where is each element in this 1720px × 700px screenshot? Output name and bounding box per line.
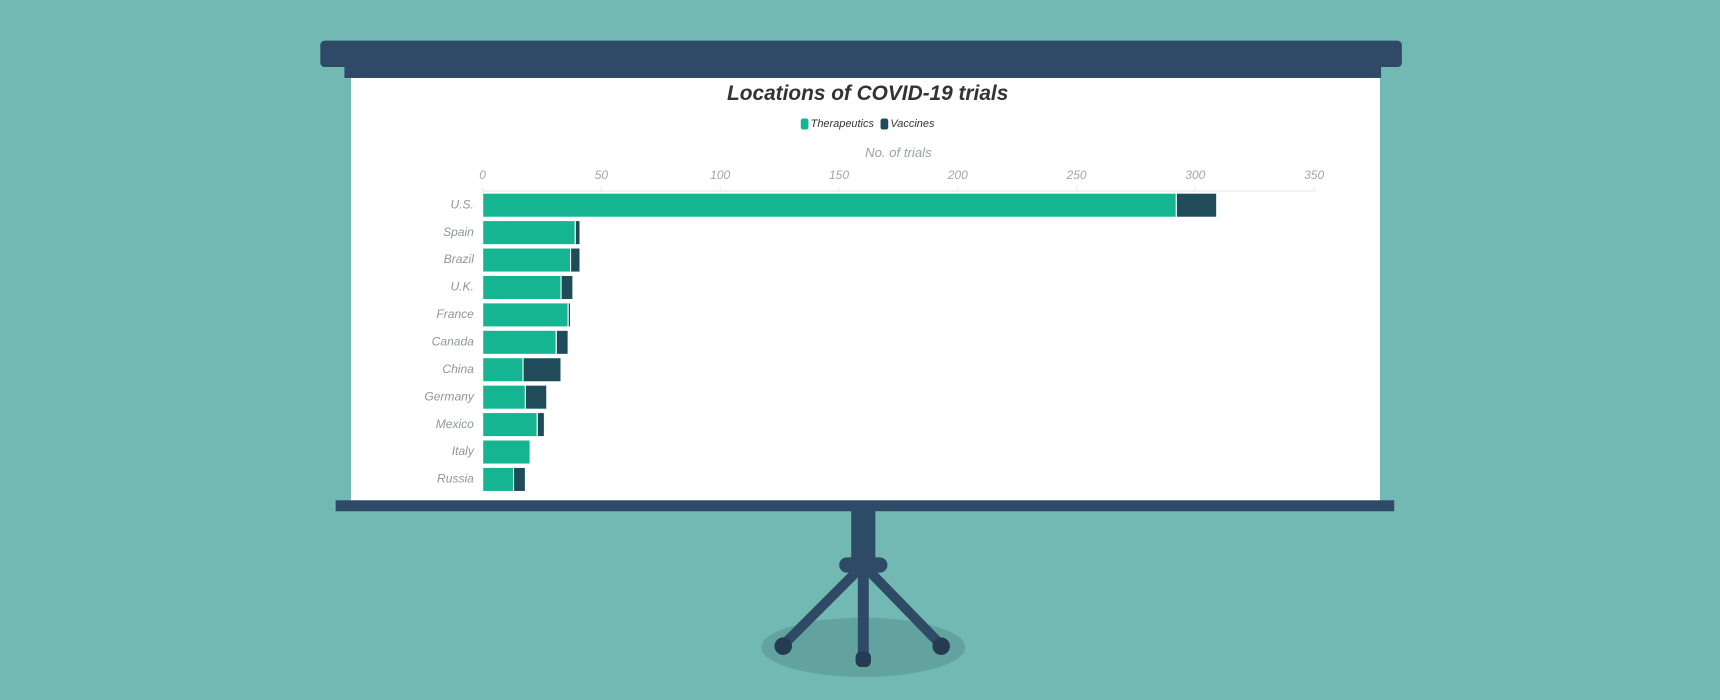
bar-segment [555, 329, 569, 355]
axis-title: No. of trials [865, 145, 932, 160]
bar-segment [482, 357, 524, 383]
bar-segment [482, 329, 557, 355]
stand-foot [932, 637, 950, 655]
y-tick-label: Spain [443, 225, 474, 239]
x-tick-label: 100 [710, 168, 730, 182]
stand-leg [778, 560, 869, 651]
bar-segment [482, 274, 562, 301]
x-tick-label: 150 [829, 168, 849, 182]
y-tick-label: U.K. [450, 280, 473, 294]
bar-segment [482, 192, 1177, 218]
x-tick-label: 300 [1185, 168, 1205, 182]
y-tick-label: Brazil [444, 252, 474, 266]
screen-top-rail [344, 65, 1382, 78]
bar-segment [482, 220, 576, 246]
stand-joint [839, 557, 888, 573]
bar-segment [482, 466, 515, 493]
bar-segment [524, 384, 548, 410]
y-tick-label: China [442, 362, 474, 376]
bar-segment [567, 302, 572, 328]
bar-segment [560, 274, 574, 301]
y-tick-label: Canada [432, 335, 474, 349]
stand-pole [851, 506, 876, 562]
chart-title: Locations of COVID-19 trials [727, 82, 1008, 105]
bar-segment [482, 439, 531, 465]
bar-segment [1175, 192, 1218, 218]
bar-segment [482, 302, 569, 328]
y-tick-label: U.S. [450, 197, 473, 211]
screen-bottom-bar [335, 500, 1395, 512]
x-tick-label: 0 [479, 168, 486, 182]
bar-segment [482, 247, 572, 273]
y-tick-label: France [436, 307, 474, 321]
stand-leg [858, 560, 947, 651]
legend-label: Vaccines [890, 118, 935, 130]
y-tick-label: Russia [437, 472, 474, 486]
bar-segment [574, 220, 581, 246]
y-tick-label: Italy [452, 444, 475, 458]
bar-segment [570, 247, 581, 273]
y-tick-label: Germany [424, 389, 475, 403]
bar-segment [522, 357, 562, 383]
bar-segment [536, 411, 545, 438]
y-tick-label: Mexico [436, 417, 474, 431]
legend-swatch [880, 118, 889, 130]
stand-foot [855, 651, 871, 668]
legend-swatch [800, 118, 809, 130]
legend-label: Therapeutics [811, 118, 875, 130]
x-tick-label: 200 [947, 168, 968, 182]
x-tick-label: 50 [595, 168, 609, 182]
screen-roller [320, 40, 1402, 67]
stand-foot [774, 637, 792, 655]
bar-segment [512, 466, 526, 493]
bar-segment [482, 411, 538, 438]
legend: Therapeutics Vaccines [800, 118, 935, 130]
x-tick-label: 250 [1066, 168, 1087, 182]
x-tick-label: 350 [1304, 168, 1324, 182]
bar-segment [482, 384, 526, 410]
